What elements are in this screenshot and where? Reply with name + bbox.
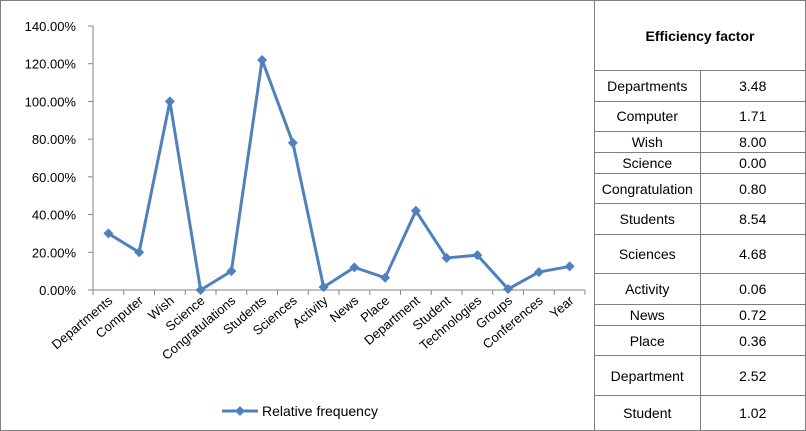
term-cell: Sciences (594, 234, 701, 275)
table-row: Sciences 4.68 (594, 234, 806, 275)
term-cell: Science (594, 152, 701, 174)
legend-label: Relative frequency (262, 403, 378, 419)
x-tick-label: Activity (289, 292, 331, 330)
table-header-row: Efficiency factor (594, 0, 806, 72)
data-point (410, 205, 421, 216)
table-row: Students 8.54 (594, 203, 806, 236)
data-point (349, 262, 360, 273)
efficiency-value-cell: 8.54 (699, 203, 806, 236)
term-cell: Department (594, 355, 701, 396)
term-cell: Activity (594, 273, 701, 306)
data-point (226, 266, 237, 277)
term-cell: Place (594, 324, 701, 357)
term-cell: Departments (594, 70, 701, 102)
efficiency-value-cell: 0.00 (699, 152, 806, 174)
chart-area: 0.00% 20.00% 40.00% 60.00% 80.00% 100.00% 120.… (0, 0, 595, 431)
y-tick-label: 0.00% (39, 283, 76, 298)
efficiency-value-cell: 3.48 (699, 70, 806, 102)
table-header: Efficiency factor (594, 0, 806, 72)
efficiency-value-cell: 8.00 (699, 131, 806, 154)
data-point (103, 228, 114, 239)
y-tick-label: 80.00% (32, 132, 77, 147)
term-cell: Congratulation (594, 172, 701, 205)
table-row: Congratulation 0.80 (594, 172, 806, 205)
data-point (564, 261, 575, 272)
efficiency-value-cell: 1.71 (699, 100, 806, 133)
chart-border (0, 0, 595, 431)
data-point (257, 54, 268, 65)
data-point (503, 284, 514, 295)
table-row: Place 0.36 (594, 324, 806, 357)
table-row: Department 2.52 (594, 355, 806, 396)
data-point (164, 96, 175, 107)
efficiency-value-cell: 0.06 (699, 273, 806, 306)
table-row: Science 0.00 (594, 152, 806, 174)
data-point (380, 272, 391, 283)
table-row: Student 1.02 (594, 394, 806, 431)
y-tick-label: 40.00% (32, 208, 77, 223)
y-tick-label: 140.00% (25, 19, 77, 34)
data-point (441, 252, 452, 263)
term-cell: Student (594, 394, 701, 431)
efficiency-table: Efficiency factor Departments 3.48 Compute… (594, 0, 806, 431)
y-tick-label: 100.00% (25, 94, 77, 109)
data-point (134, 247, 145, 258)
table-row: News 0.72 (594, 304, 806, 326)
efficiency-value-cell: 0.36 (699, 324, 806, 357)
term-cell: News (594, 304, 701, 326)
data-point (287, 137, 298, 148)
data-point (318, 282, 329, 293)
y-tick-label: 60.00% (32, 170, 77, 185)
line-chart: 0.00% 20.00% 40.00% 60.00% 80.00% 100.00% 120.… (0, 0, 595, 431)
efficiency-value-cell: 0.80 (699, 172, 806, 205)
data-point (472, 250, 483, 261)
efficiency-table-container: Efficiency factor Departments 3.48 Compute… (594, 0, 806, 431)
data-point (533, 267, 544, 278)
efficiency-value-cell: 0.72 (699, 304, 806, 326)
term-cell: Students (594, 203, 701, 236)
term-cell: Wish (594, 131, 701, 154)
efficiency-value-cell: 1.02 (699, 394, 806, 431)
series-line (107, 58, 570, 292)
table-row: Activity 0.06 (594, 273, 806, 306)
y-tick-label: 120.00% (25, 57, 77, 72)
x-tick-label: Year (547, 292, 577, 321)
y-tick-label: 20.00% (32, 245, 77, 260)
table-row: Departments 3.48 (594, 70, 806, 102)
legend-marker (235, 406, 245, 416)
efficiency-value-cell: 2.52 (699, 355, 806, 396)
table-row: Wish 8.00 (594, 131, 806, 154)
x-tick-label: News (327, 292, 362, 325)
efficiency-value-cell: 4.68 (699, 234, 806, 275)
data-point (195, 285, 206, 295)
term-cell: Computer (594, 100, 701, 133)
table-row: Computer 1.71 (594, 100, 806, 133)
